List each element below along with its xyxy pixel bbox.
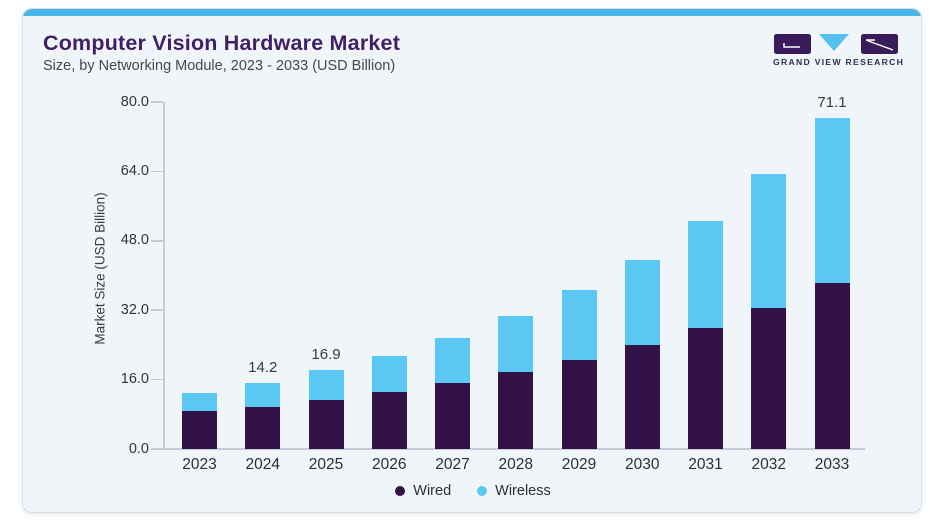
logo-g-block	[774, 34, 811, 54]
bar-wireless-2028	[498, 315, 534, 372]
legend-dot-wireless	[477, 486, 488, 496]
logo-r-mark	[866, 39, 894, 51]
ytick-mark	[151, 309, 163, 311]
x-tick-label-2023: 2023	[182, 456, 217, 473]
logo-v-triangle	[819, 34, 849, 51]
ytick-mark	[151, 240, 163, 242]
legend-item-wireless: Wireless	[477, 483, 551, 499]
bar-wireless-2024	[245, 382, 281, 407]
ytick-label: 64.0	[120, 162, 149, 179]
legend: Wired Wireless	[23, 483, 921, 499]
chart-title: Computer Vision Hardware Market	[43, 31, 401, 55]
x-tick-label-2027: 2027	[435, 456, 470, 473]
logo-glyphs	[774, 34, 898, 54]
y-axis-line	[163, 102, 165, 449]
bar-value-label-2033: 71.1	[817, 94, 847, 112]
x-tick-label-2032: 2032	[751, 456, 786, 473]
chart-subtitle: Size, by Networking Module, 2023 - 2033 …	[43, 58, 396, 74]
x-tick-label-2028: 2028	[498, 456, 533, 473]
bar-wireless-2033	[814, 118, 850, 283]
bar-wired-2024	[245, 406, 281, 449]
bar-wireless-2031	[688, 220, 723, 329]
ytick-label: 48.0	[120, 232, 149, 249]
x-tick-label-2026: 2026	[372, 456, 407, 473]
logo-g-mark	[783, 43, 800, 48]
bar-wireless-2032	[751, 173, 787, 308]
bar-wired-2031	[688, 328, 723, 449]
ytick-label: 16.0	[120, 371, 149, 388]
accent-bar	[23, 9, 921, 16]
logo-text: GRAND VIEW RESEARCH	[773, 57, 905, 67]
bar-wired-2028	[498, 371, 534, 449]
bar-wireless-2025	[308, 370, 344, 400]
ytick-label: 80.0	[120, 93, 149, 110]
bar-wireless-2030	[624, 259, 660, 346]
bar-value-label-2024: 14.2	[248, 358, 278, 376]
legend-item-wired: Wired	[395, 483, 451, 499]
bar-wired-2032	[751, 307, 787, 449]
legend-label: Wireless	[495, 483, 551, 499]
ytick-mark	[151, 448, 163, 450]
ytick-label: 32.0	[120, 301, 149, 318]
grand-view-research-logo: GRAND VIEW RESEARCH	[773, 34, 905, 67]
x-axis-line	[163, 448, 865, 450]
bar-wired-2033	[814, 282, 850, 449]
bar-wired-2027	[435, 382, 470, 449]
bar-wired-2026	[371, 391, 407, 449]
legend-label: Wired	[413, 483, 452, 499]
ytick-label: 0.0	[128, 440, 149, 457]
bar-wired-2025	[308, 399, 344, 449]
bar-value-label-2025: 16.9	[311, 346, 341, 364]
x-tick-label-2030: 2030	[625, 456, 660, 473]
ytick-mark	[151, 101, 163, 103]
x-tick-label-2025: 2025	[308, 456, 344, 473]
bar-wired-2029	[561, 359, 597, 449]
bar-wired-2030	[624, 345, 660, 449]
x-tick-label-2024: 2024	[245, 456, 280, 473]
x-tick-label-2031: 2031	[688, 456, 723, 473]
legend-dot-wired	[395, 486, 406, 496]
chart-card: Computer Vision Hardware Market Size, by…	[22, 8, 922, 513]
bar-wireless-2026	[371, 356, 407, 392]
x-tick-label-2029: 2029	[561, 456, 597, 473]
bar-wireless-2029	[561, 289, 597, 360]
ytick-mark	[151, 170, 163, 173]
bar-wireless-2023	[182, 392, 217, 412]
plot-area: 0.0 16.0 32.0 48.0 64.0 80.0 2023 2024 14.2 2025 1…	[23, 9, 921, 512]
x-tick-label-2033: 2033	[814, 456, 850, 473]
bar-wireless-2027	[435, 338, 470, 383]
bar-wired-2023	[182, 411, 217, 449]
ytick-mark	[151, 378, 163, 381]
